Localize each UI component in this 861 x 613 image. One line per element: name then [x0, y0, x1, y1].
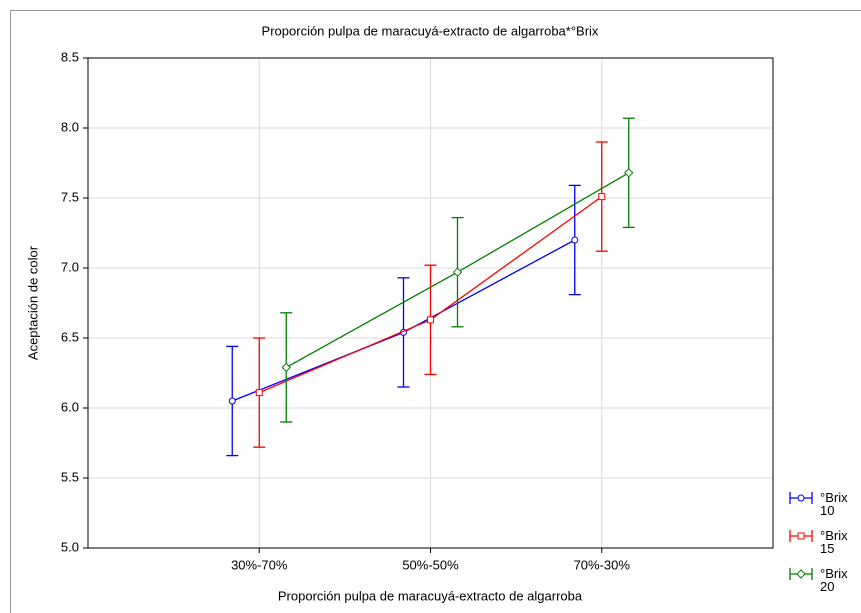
y-tick-label: 8.5 — [61, 49, 79, 64]
data-point — [281, 362, 291, 373]
x-axis-label: Proporción pulpa de maracuyá-extracto de… — [278, 588, 583, 603]
legend-label: °Brix 20 — [820, 566, 848, 594]
x-tick-label: 30%-70% — [231, 557, 288, 572]
data-point — [452, 267, 463, 277]
y-tick-label: 5.0 — [61, 539, 79, 554]
data-point — [427, 316, 434, 324]
data-point — [598, 193, 606, 201]
y-tick-label: 5.5 — [61, 469, 79, 484]
y-tick-label: 7.0 — [61, 259, 79, 274]
chart-title: Proporción pulpa de maracuyá-extracto de… — [262, 23, 599, 38]
data-point — [228, 397, 236, 405]
y-tick-label: 7.5 — [61, 189, 79, 204]
y-axis-label: Aceptación de color — [25, 245, 40, 360]
y-tick-label: 8.0 — [61, 119, 79, 134]
y-tick-label: 6.0 — [61, 399, 79, 414]
legend-label: °Brix 15 — [820, 528, 848, 556]
x-tick-label: 50%-50% — [402, 557, 459, 572]
x-tick-label: 70%-30% — [574, 557, 631, 572]
y-tick-label: 6.5 — [61, 329, 79, 344]
legend-label: °Brix 10 — [820, 490, 848, 518]
data-point — [255, 389, 263, 397]
legend-marker — [797, 532, 805, 540]
plot-area — [87, 57, 774, 549]
data-point — [571, 236, 579, 244]
legend-marker — [797, 494, 805, 502]
legend-marker — [796, 569, 806, 579]
frame — [10, 10, 861, 613]
data-point — [624, 168, 634, 178]
